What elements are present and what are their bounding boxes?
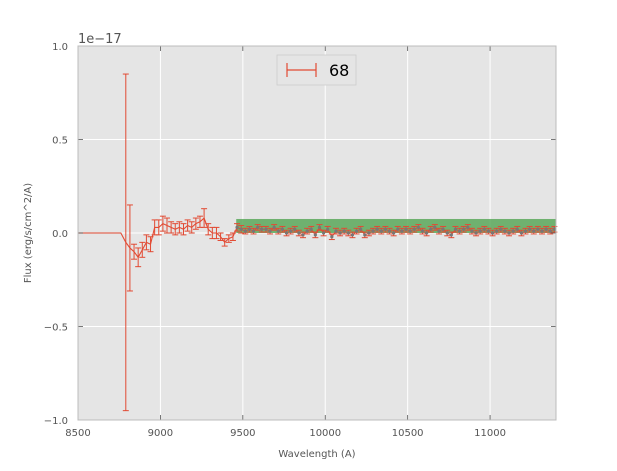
legend: 68: [276, 54, 357, 86]
data-point: [363, 233, 367, 237]
data-point: [466, 225, 470, 229]
data-point: [540, 229, 544, 233]
data-point: [412, 227, 416, 231]
data-point: [268, 229, 272, 233]
data-point: [515, 227, 519, 231]
data-point: [276, 229, 280, 233]
data-point: [486, 229, 491, 233]
data-point: [354, 229, 359, 233]
data-point: [387, 229, 392, 233]
data-point: [375, 227, 379, 231]
y-tick-label: 1.0: [52, 42, 68, 53]
data-point: [334, 229, 338, 233]
data-point: [499, 227, 503, 231]
legend-label: 68: [329, 61, 349, 80]
data-point: [528, 227, 532, 231]
data-point: [326, 227, 330, 231]
data-point: [301, 233, 305, 237]
data-point: [313, 233, 317, 237]
data-point: [552, 227, 556, 231]
data-point: [400, 229, 404, 233]
data-point: [445, 231, 449, 235]
x-tick-label: 9500: [230, 428, 255, 439]
data-point: [474, 231, 478, 235]
data-point: [367, 231, 371, 235]
data-point: [346, 231, 350, 235]
data-point: [416, 225, 420, 229]
data-point: [449, 233, 453, 237]
data-point: [272, 225, 276, 229]
y-axis-label: Flux (erg/s/cm^2/A): [23, 183, 34, 283]
data-point: [532, 229, 536, 233]
data-point: [482, 227, 486, 231]
data-point: [321, 231, 326, 235]
data-point: [297, 231, 301, 235]
data-point: [305, 229, 309, 233]
data-point: [338, 231, 342, 235]
data-point: [425, 231, 429, 235]
x-tick-label: 8500: [65, 428, 90, 439]
data-point: [330, 235, 334, 239]
data-point: [548, 229, 552, 233]
data-point: [379, 229, 383, 233]
data-point: [462, 227, 466, 231]
y-tick-label: 0.0: [52, 229, 68, 240]
data-point: [437, 229, 441, 233]
data-point: [478, 229, 482, 233]
series-layer: [78, 73, 558, 412]
data-point: [433, 225, 437, 229]
data-point: [342, 229, 346, 233]
x-axis-label: Wavelength (A): [278, 449, 355, 460]
data-point: [239, 227, 243, 231]
y-tick-label: 0.5: [52, 136, 68, 147]
data-point: [264, 227, 268, 231]
data-point: [457, 229, 462, 233]
y-offset-text: 1e−17: [78, 32, 122, 47]
x-tick-label: 10000: [309, 428, 341, 439]
data-point: [495, 229, 499, 233]
data-point: [309, 227, 313, 231]
data-point: [503, 229, 507, 233]
y-tick-label: −0.5: [44, 323, 68, 334]
data-point: [507, 231, 511, 235]
data-point: [383, 227, 388, 231]
data-point: [441, 227, 445, 231]
data-point: [247, 227, 252, 231]
data-point: [359, 227, 363, 231]
data-point: [350, 233, 355, 237]
data-point: [243, 229, 247, 233]
data-point: [429, 227, 433, 231]
data-point: [293, 227, 297, 231]
data-point: [420, 229, 425, 233]
y-tick-label: −1.0: [44, 416, 68, 427]
data-point: [280, 227, 284, 231]
data-point: [260, 227, 264, 231]
plot-frame: [77, 45, 557, 421]
data-point: [289, 229, 293, 233]
data-point: [453, 227, 458, 231]
data-point: [523, 229, 528, 233]
data-point: [511, 229, 515, 233]
data-point: [251, 229, 256, 233]
x-tick-label: 11000: [474, 428, 506, 439]
data-point: [519, 231, 523, 235]
data-point: [490, 231, 495, 235]
axes: 8500 9000 9500 10000 10500 11000 −1.0 −0.5 0.0 0.…: [44, 42, 557, 439]
data-point: [408, 229, 412, 233]
data-point: [396, 227, 400, 231]
data-point: [317, 225, 322, 229]
data-point: [235, 225, 239, 229]
data-point: [470, 229, 474, 233]
data-point: [536, 227, 540, 231]
x-tick-label: 10500: [392, 428, 424, 439]
data-point: [371, 229, 375, 233]
data-point: [284, 231, 289, 235]
data-point: [392, 231, 396, 235]
data-point: [256, 225, 260, 229]
x-tick-label: 9000: [148, 428, 173, 439]
data-point: [404, 227, 408, 231]
data-point: [544, 227, 548, 231]
